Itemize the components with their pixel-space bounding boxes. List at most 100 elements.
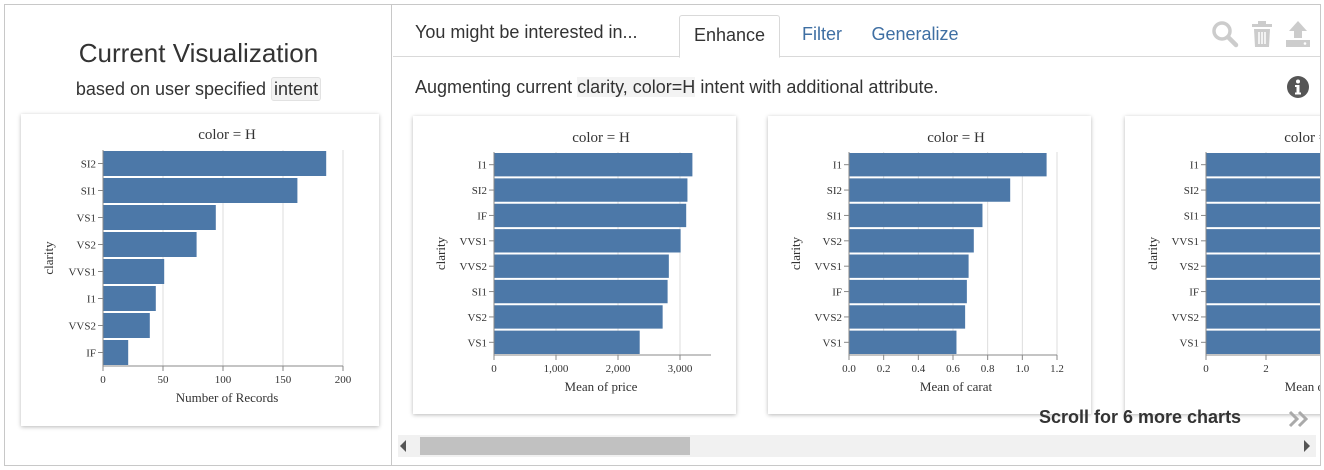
chart-title: color = H: [198, 127, 256, 143]
x-tick-label: 50: [158, 374, 170, 386]
upload-icon[interactable]: [1284, 20, 1312, 48]
info-icon[interactable]: [1286, 75, 1310, 99]
x-tick-label: 200: [335, 374, 352, 386]
tab-enhance[interactable]: Enhance: [679, 15, 780, 58]
bar: [494, 229, 681, 253]
enhance-chart-card[interactable]: color = H 0 1,000 2,000 3,000 I1 SI2 IF VVS1 VVS2…: [413, 116, 736, 414]
bar: [1206, 178, 1320, 202]
tab-filter[interactable]: Filter: [802, 24, 842, 44]
y-tick-label: VS1: [1179, 337, 1199, 349]
tab-generalize[interactable]: Generalize: [871, 24, 959, 44]
enhance-chart-price: color = H 0 1,000 2,000 3,000 I1 SI2 IF VVS1 VVS2…: [433, 130, 711, 394]
y-tick-label: I1: [833, 160, 842, 172]
x-tick-label: 0: [1203, 363, 1209, 375]
bar: [849, 305, 966, 329]
y-tick-label: VVS1: [814, 261, 842, 273]
bar: [1206, 305, 1320, 329]
y-tick-label: VS2: [822, 236, 842, 248]
scrollbar-thumb[interactable]: [420, 437, 690, 455]
bar: [849, 178, 1011, 202]
x-tick-label: 0.4: [911, 363, 925, 375]
bar: [494, 305, 663, 329]
app-frame: Current Visualization based on user spec…: [4, 4, 1321, 466]
bar: [849, 279, 967, 304]
y-tick-label: SI2: [81, 159, 96, 171]
x-axis-label: Mean of price: [565, 379, 638, 394]
x-tick-label: 2,000: [606, 363, 631, 375]
bar: [494, 178, 688, 202]
y-tick-label: SI2: [472, 185, 487, 197]
enhance-chart-partial: color = H 0 2 I1 SI2 SI1 VVS1 VS2 IF VVS2 VS1 Mean …: [1145, 130, 1320, 394]
enhance-description: Augmenting current clarity, color=H inte…: [415, 77, 938, 98]
x-tick-label: 0.6: [946, 363, 960, 375]
bar: [1206, 254, 1320, 278]
bar: [494, 279, 668, 304]
bar: [849, 254, 969, 278]
tab-bar: You might be interested in... Enhance Fi…: [393, 5, 1320, 58]
search-icon[interactable]: [1211, 20, 1239, 48]
y-tick-label: VS1: [822, 337, 842, 349]
bar: [103, 232, 197, 257]
current-visualization-panel: Current Visualization based on user spec…: [5, 5, 392, 465]
bar: [1206, 279, 1320, 304]
bar: [494, 254, 669, 278]
x-tick-label: 0.2: [877, 363, 891, 375]
bar: [849, 203, 983, 228]
chart-title: color = H: [572, 130, 630, 146]
bar: [103, 178, 298, 203]
bar: [849, 153, 1047, 177]
bar: [103, 259, 165, 284]
scroll-right-arrow-icon[interactable]: [1304, 440, 1310, 452]
bar: [1206, 153, 1320, 177]
y-tick-label: I1: [87, 294, 96, 306]
intent-chip[interactable]: intent: [271, 77, 322, 101]
y-tick-label: IF: [86, 348, 96, 360]
bar: [103, 205, 216, 230]
y-tick-label: VVS2: [814, 312, 842, 324]
horizontal-scrollbar[interactable]: [398, 435, 1316, 457]
chart-title: color = H: [1284, 130, 1320, 146]
y-tick-label: IF: [477, 210, 487, 222]
x-tick-label: 2: [1263, 363, 1269, 375]
bar: [103, 286, 156, 311]
y-axis-label: clarity: [788, 236, 803, 270]
enhance-chart-card[interactable]: color = H 0 2 I1 SI2 SI1 VVS1 VS2 IF VVS2 VS1 Mean …: [1125, 116, 1320, 414]
bar: [1206, 229, 1320, 253]
y-tick-label: VVS1: [459, 236, 487, 248]
bar: [103, 340, 129, 365]
y-axis-label: clarity: [41, 241, 56, 275]
description-prefix: Augmenting current: [415, 77, 573, 97]
recommendation-prefix-label: You might be interested in...: [415, 22, 638, 42]
y-tick-label: I1: [1190, 160, 1199, 172]
y-tick-label: I1: [478, 160, 487, 172]
bar: [849, 330, 957, 354]
y-tick-label: IF: [832, 287, 842, 299]
y-tick-label: VS2: [1179, 261, 1199, 273]
y-tick-label: VS1: [76, 213, 96, 225]
bar: [103, 151, 327, 176]
x-tick-label: 0: [491, 363, 497, 375]
y-tick-label: SI1: [81, 186, 96, 198]
bar: [849, 229, 974, 253]
trash-icon[interactable]: [1248, 20, 1276, 48]
bar: [1206, 203, 1320, 228]
x-tick-label: 0.8: [981, 363, 995, 375]
x-tick-label: 150: [275, 374, 292, 386]
x-tick-label: 0: [100, 374, 106, 386]
bar: [1206, 330, 1320, 354]
y-axis-label: clarity: [433, 236, 448, 270]
y-tick-label: VVS2: [1171, 312, 1199, 324]
recommendations-panel: You might be interested in... Enhance Fi…: [393, 5, 1320, 465]
bar: [494, 203, 687, 228]
scroll-left-arrow-icon[interactable]: [400, 440, 406, 452]
y-tick-label: SI1: [1184, 210, 1199, 222]
y-tick-label: VVS1: [1171, 236, 1199, 248]
enhance-chart-card[interactable]: color = H 0.0 0.2 0.4 0.6 0.8 1.0 1.2 I1 SI2 SI1 VS…: [768, 116, 1091, 414]
y-tick-label: SI1: [472, 287, 487, 299]
y-tick-label: VVS2: [68, 321, 96, 333]
y-tick-label: SI1: [827, 210, 842, 222]
current-chart-card[interactable]: color = H 0 50 100 150 200 SI2 SI1 VS1 VS2 VVS1 I1 V…: [21, 114, 379, 426]
y-tick-label: VS1: [467, 337, 487, 349]
enhance-chart-carat: color = H 0.0 0.2 0.4 0.6 0.8 1.0 1.2 I1 SI2 SI1 VS…: [788, 130, 1064, 394]
y-tick-label: VS2: [76, 240, 96, 252]
